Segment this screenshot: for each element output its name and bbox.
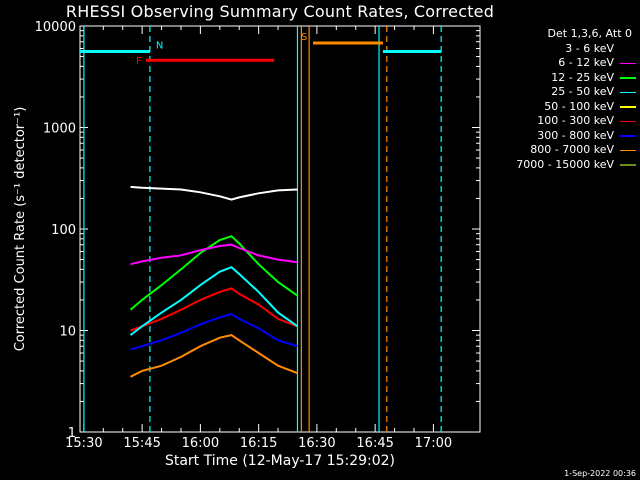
- series-line: [130, 243, 298, 266]
- legend-item: 3 - 6 keV: [484, 42, 636, 57]
- legend: Det 1,3,6, Att 0 3 - 6 keV 6 - 12 keV 12 -…: [484, 27, 636, 172]
- legend-label: 300 - 800 keV: [537, 128, 614, 142]
- legend-label: 100 - 300 keV: [537, 114, 614, 127]
- x-tick-label: 16:15: [240, 436, 277, 451]
- legend-label: 7000 - 15000 keV: [516, 157, 614, 171]
- legend-swatch: [620, 62, 636, 64]
- legend-swatch: [620, 120, 636, 122]
- y-tick-label: 10: [59, 325, 76, 340]
- legend-swatch: [620, 164, 636, 166]
- flag-label-n: N: [156, 41, 163, 52]
- legend-label: 50 - 100 keV: [544, 99, 614, 113]
- legend-item: 25 - 50 keV: [484, 85, 636, 100]
- series-line: [129, 266, 299, 336]
- legend-swatch: [620, 91, 636, 93]
- legend-item: 100 - 300 keV: [484, 114, 636, 129]
- y-tick-label: 1000: [43, 122, 76, 137]
- series-line: [130, 287, 298, 332]
- legend-item: 12 - 25 keV: [484, 71, 636, 86]
- legend-swatch: [620, 135, 636, 137]
- series-line: [130, 185, 298, 201]
- legend-swatch: [620, 77, 636, 79]
- flag-label-s: S: [301, 32, 307, 43]
- legend-item: 7000 - 15000 keV: [484, 158, 636, 173]
- x-tick-label: 17:00: [415, 436, 452, 451]
- legend-item: 800 - 7000 keV: [484, 143, 636, 158]
- legend-label: 25 - 50 keV: [551, 85, 614, 98]
- y-tick-label: 100: [51, 223, 76, 238]
- y-axis-label: Corrected Count Rate (s⁻¹ detector⁻¹): [13, 107, 28, 352]
- legend-label: 6 - 12 keV: [558, 56, 614, 69]
- x-tick-label: 15:30: [65, 436, 102, 451]
- series-line: [130, 313, 298, 351]
- chart-title: RHESSI Observing Summary Count Rates, Co…: [65, 2, 495, 21]
- x-tick-label: 16:00: [182, 436, 219, 451]
- legend-swatch: [620, 48, 636, 50]
- y-tick-label: 10000: [35, 20, 76, 35]
- legend-swatch: [620, 106, 636, 108]
- legend-label: 3 - 6 keV: [565, 41, 614, 55]
- legend-header: Det 1,3,6, Att 0: [547, 27, 632, 40]
- series-line: [130, 334, 298, 378]
- x-axis-label: Start Time (12-May-17 15:29:02): [164, 453, 396, 469]
- x-tick-label: 16:30: [298, 436, 335, 451]
- flag-label-f: F: [136, 56, 142, 67]
- legend-swatch: [620, 149, 636, 151]
- legend-item: 6 - 12 keV: [484, 56, 636, 71]
- y-tick-label: 1: [68, 426, 76, 441]
- footer-date: 1-Sep-2022 00:36: [564, 469, 636, 478]
- legend-label: 800 - 7000 keV: [530, 143, 614, 156]
- legend-item: 300 - 800 keV: [484, 129, 636, 144]
- x-tick-label: 16:45: [356, 436, 393, 451]
- legend-item: 50 - 100 keV: [484, 100, 636, 115]
- x-tick-label: 15:45: [123, 436, 160, 451]
- series-line: [129, 235, 299, 311]
- legend-label: 12 - 25 keV: [551, 70, 614, 84]
